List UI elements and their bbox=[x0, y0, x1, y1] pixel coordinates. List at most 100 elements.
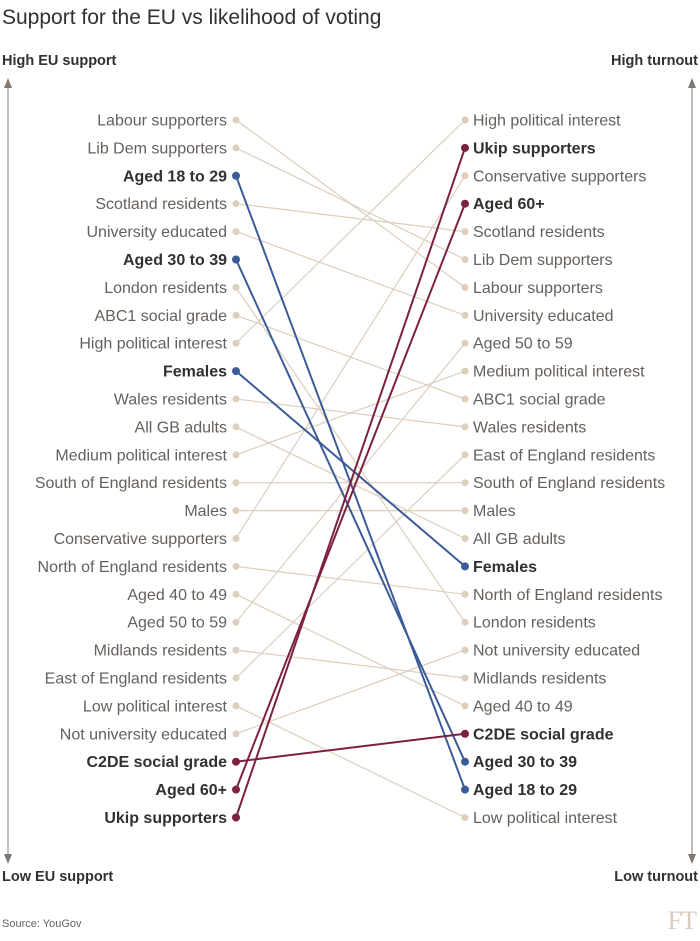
right-label-females: Females bbox=[473, 559, 537, 576]
right-dot-aged-50-to-59 bbox=[461, 339, 469, 347]
right-label-males: Males bbox=[473, 503, 516, 520]
right-label-c2de-social-grade: C2DE social grade bbox=[473, 726, 614, 743]
left-label-scotland-residents: Scotland residents bbox=[95, 196, 227, 213]
right-axis-arrow bbox=[688, 78, 696, 864]
right-axis-top-label: High turnout bbox=[611, 53, 698, 69]
slope-line-north-of-england-residents bbox=[235, 565, 466, 595]
right-label-university-educated: University educated bbox=[473, 308, 614, 325]
right-dot-aged-18-to-29 bbox=[461, 785, 469, 794]
right-dot-london-residents bbox=[461, 618, 469, 626]
slope-line-aged-40-to-49 bbox=[235, 593, 466, 707]
slope-line-ukip-supporters bbox=[235, 147, 466, 818]
left-label-wales-residents: Wales residents bbox=[114, 392, 227, 409]
left-dot-london-residents bbox=[232, 283, 240, 291]
right-dot-not-university-educated bbox=[461, 646, 469, 654]
right-dot-midlands-residents bbox=[461, 674, 469, 682]
slope-line-aged-30-to-39 bbox=[235, 259, 466, 763]
right-label-aged-60: Aged 60+ bbox=[473, 196, 545, 213]
left-label-aged-40-to-49: Aged 40 to 49 bbox=[127, 587, 227, 604]
left-dot-conservative-supporters bbox=[232, 535, 240, 542]
left-label-females: Females bbox=[163, 364, 227, 381]
right-label-aged-30-to-39: Aged 30 to 39 bbox=[473, 754, 577, 771]
left-dot-lib-dem-supporters bbox=[232, 144, 240, 152]
right-dot-lib-dem-supporters bbox=[461, 256, 469, 263]
right-dot-east-of-england-residents bbox=[461, 451, 469, 459]
left-dot-midlands-residents bbox=[232, 646, 240, 654]
right-label-scotland-residents: Scotland residents bbox=[473, 224, 605, 241]
right-label-midlands-residents: Midlands residents bbox=[473, 671, 606, 688]
right-label-north-of-england-residents: North of England residents bbox=[473, 587, 662, 604]
right-dot-high-political-interest bbox=[461, 116, 469, 124]
right-label-south-of-england-residents: South of England residents bbox=[473, 475, 665, 492]
ft-logo: FT bbox=[667, 906, 697, 935]
slope-line-east-of-england-residents bbox=[235, 454, 466, 679]
left-dot-aged-40-to-49 bbox=[232, 590, 240, 598]
slope-line-aged-60 bbox=[235, 203, 466, 790]
slope-line-lib-dem-supporters bbox=[235, 147, 466, 261]
left-label-north-of-england-residents: North of England residents bbox=[38, 559, 227, 576]
right-label-high-political-interest: High political interest bbox=[473, 113, 621, 130]
slope-line-not-university-educated bbox=[235, 649, 466, 735]
left-label-ukip-supporters: Ukip supporters bbox=[104, 810, 227, 827]
left-dot-high-political-interest bbox=[232, 339, 240, 347]
left-dot-east-of-england-residents bbox=[232, 674, 240, 682]
right-dot-aged-40-to-49 bbox=[461, 702, 469, 710]
left-label-conservative-supporters: Conservative supporters bbox=[54, 531, 227, 548]
right-label-wales-residents: Wales residents bbox=[473, 419, 586, 436]
right-dot-medium-political-interest bbox=[461, 367, 469, 375]
right-dot-abc1-social-grade bbox=[461, 395, 469, 403]
right-label-aged-50-to-59: Aged 50 to 59 bbox=[473, 336, 573, 353]
right-dot-low-political-interest bbox=[461, 814, 469, 821]
right-label-aged-18-to-29: Aged 18 to 29 bbox=[473, 782, 577, 799]
slope-line-university-educated bbox=[235, 231, 466, 316]
left-label-medium-political-interest: Medium political interest bbox=[55, 447, 227, 464]
left-label-south-of-england-residents: South of England residents bbox=[35, 475, 227, 492]
slope-line-scotland-residents bbox=[235, 203, 466, 233]
right-label-abc1-social-grade: ABC1 social grade bbox=[473, 392, 606, 409]
left-dot-scotland-residents bbox=[232, 200, 240, 208]
left-label-aged-50-to-59: Aged 50 to 59 bbox=[127, 615, 227, 632]
left-label-lib-dem-supporters: Lib Dem supporters bbox=[87, 140, 227, 157]
left-dot-all-gb-adults bbox=[232, 423, 240, 431]
right-label-ukip-supporters: Ukip supporters bbox=[473, 140, 596, 157]
right-dot-aged-30-to-39 bbox=[461, 757, 469, 766]
left-label-labour-supporters: Labour supporters bbox=[97, 113, 227, 130]
right-label-not-university-educated: Not university educated bbox=[473, 643, 640, 660]
left-label-low-political-interest: Low political interest bbox=[83, 698, 228, 715]
left-label-males: Males bbox=[184, 503, 227, 520]
left-label-aged-60: Aged 60+ bbox=[155, 782, 227, 799]
left-dot-labour-supporters bbox=[232, 116, 240, 124]
slope-line-high-political-interest bbox=[235, 119, 466, 344]
right-axis-bottom-label: Low turnout bbox=[614, 869, 698, 885]
left-label-east-of-england-residents: East of England residents bbox=[45, 671, 227, 688]
left-dot-medium-political-interest bbox=[232, 451, 240, 459]
left-label-not-university-educated: Not university educated bbox=[60, 726, 227, 743]
right-label-lib-dem-supporters: Lib Dem supporters bbox=[473, 252, 613, 269]
right-dot-scotland-residents bbox=[461, 228, 469, 236]
right-label-aged-40-to-49: Aged 40 to 49 bbox=[473, 698, 573, 715]
source-note: Source: YouGov bbox=[2, 918, 82, 930]
right-label-conservative-supporters: Conservative supporters bbox=[473, 168, 646, 185]
left-dot-aged-60 bbox=[232, 785, 240, 794]
right-dot-labour-supporters bbox=[461, 283, 469, 291]
left-axis-bottom-label: Low EU support bbox=[2, 869, 114, 885]
left-dot-c2de-social-grade bbox=[232, 757, 240, 766]
right-label-medium-political-interest: Medium political interest bbox=[473, 364, 645, 381]
left-dot-abc1-social-grade bbox=[232, 311, 240, 319]
right-dot-aged-60 bbox=[461, 199, 469, 208]
right-dot-all-gb-adults bbox=[461, 535, 469, 542]
left-axis-top-label: High EU support bbox=[2, 53, 117, 69]
right-label-labour-supporters: Labour supporters bbox=[473, 280, 603, 297]
left-dot-north-of-england-residents bbox=[232, 562, 240, 570]
right-dot-conservative-supporters bbox=[461, 172, 469, 180]
left-dot-low-political-interest bbox=[232, 702, 240, 710]
chart-title: Support for the EU vs likelihood of voti… bbox=[2, 6, 382, 29]
left-label-c2de-social-grade: C2DE social grade bbox=[87, 754, 228, 771]
left-dot-aged-50-to-59 bbox=[232, 618, 240, 626]
left-dot-not-university-educated bbox=[232, 730, 240, 738]
left-dot-wales-residents bbox=[232, 395, 240, 403]
left-label-aged-30-to-39: Aged 30 to 39 bbox=[123, 252, 227, 269]
right-dot-females bbox=[461, 562, 469, 571]
left-dot-females bbox=[232, 367, 240, 376]
right-label-all-gb-adults: All GB adults bbox=[473, 531, 565, 548]
